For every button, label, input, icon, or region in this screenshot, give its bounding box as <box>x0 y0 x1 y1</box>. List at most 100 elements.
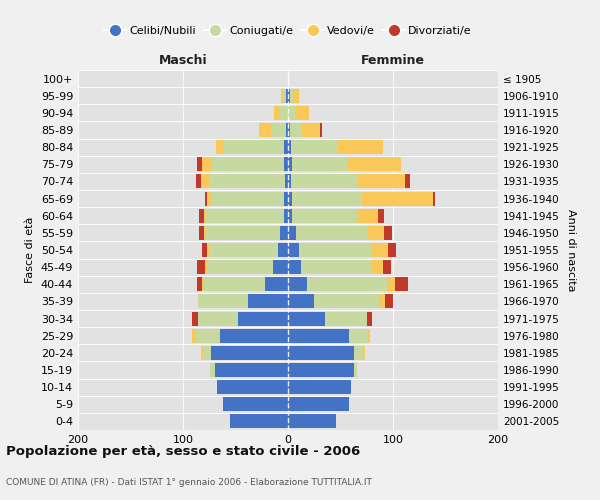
Bar <box>320 123 322 137</box>
Bar <box>296 106 309 120</box>
Bar <box>215 140 224 154</box>
Bar <box>288 106 296 120</box>
Bar <box>307 278 387 291</box>
Bar <box>292 208 358 222</box>
Bar <box>198 294 248 308</box>
Bar <box>284 192 288 205</box>
Bar <box>288 328 349 342</box>
Bar <box>385 294 393 308</box>
Bar <box>372 260 383 274</box>
Y-axis label: Anni di nascita: Anni di nascita <box>566 209 576 291</box>
Bar <box>358 174 404 188</box>
Bar <box>193 328 194 342</box>
Bar <box>204 208 206 222</box>
Bar <box>277 243 288 257</box>
Bar <box>288 226 296 240</box>
Bar <box>220 328 288 342</box>
Bar <box>354 346 362 360</box>
Bar <box>259 123 271 137</box>
Bar <box>238 312 288 326</box>
Bar <box>209 243 277 257</box>
Bar <box>196 174 201 188</box>
Bar <box>206 226 280 240</box>
Bar <box>209 174 285 188</box>
Bar <box>205 260 207 274</box>
Bar <box>281 88 283 102</box>
Bar <box>301 123 320 137</box>
Bar <box>288 363 354 377</box>
Bar <box>288 192 292 205</box>
Bar <box>379 208 383 222</box>
Bar <box>293 88 299 102</box>
Bar <box>193 312 198 326</box>
Bar <box>368 328 370 342</box>
Text: Femmine: Femmine <box>361 54 425 66</box>
Bar <box>290 88 293 102</box>
Bar <box>248 294 288 308</box>
Bar <box>288 174 291 188</box>
Bar <box>197 278 202 291</box>
Text: COMUNE DI ATINA (FR) - Dati ISTAT 1° gennaio 2006 - Elaborazione TUTTITALIA.IT: COMUNE DI ATINA (FR) - Dati ISTAT 1° gen… <box>6 478 372 487</box>
Bar <box>202 158 212 172</box>
Bar <box>288 294 314 308</box>
Bar <box>224 140 284 154</box>
Bar <box>288 312 325 326</box>
Bar <box>349 328 368 342</box>
Bar <box>283 88 286 102</box>
Bar <box>211 363 215 377</box>
Bar <box>338 140 383 154</box>
Bar <box>314 294 379 308</box>
Bar <box>362 346 365 360</box>
Bar <box>288 88 290 102</box>
Bar <box>368 226 383 240</box>
Bar <box>211 346 288 360</box>
Bar <box>354 363 358 377</box>
Bar <box>274 106 280 120</box>
Bar <box>288 140 291 154</box>
Bar <box>230 414 288 428</box>
Bar <box>284 140 288 154</box>
Bar <box>291 174 358 188</box>
Bar <box>204 278 265 291</box>
Bar <box>395 278 408 291</box>
Bar <box>301 260 372 274</box>
Bar <box>199 226 204 240</box>
Bar <box>284 208 288 222</box>
Bar <box>288 208 292 222</box>
Bar <box>296 226 368 240</box>
Bar <box>217 380 288 394</box>
Bar <box>288 380 351 394</box>
Bar <box>358 208 379 222</box>
Bar <box>299 243 372 257</box>
Bar <box>204 226 206 240</box>
Bar <box>288 243 299 257</box>
Text: Popolazione per età, sesso e stato civile - 2006: Popolazione per età, sesso e stato civil… <box>6 445 360 458</box>
Bar <box>212 192 284 205</box>
Bar <box>285 174 288 188</box>
Bar <box>383 260 391 274</box>
Bar <box>288 123 290 137</box>
Bar <box>205 192 207 205</box>
Bar <box>265 278 288 291</box>
Bar <box>274 260 288 274</box>
Bar <box>284 158 288 172</box>
Bar <box>379 294 385 308</box>
Bar <box>202 278 204 291</box>
Bar <box>202 243 207 257</box>
Bar <box>198 312 238 326</box>
Bar <box>291 140 338 154</box>
Bar <box>197 158 202 172</box>
Bar <box>201 346 203 360</box>
Bar <box>387 278 395 291</box>
Bar <box>288 346 354 360</box>
Bar <box>206 208 284 222</box>
Bar <box>201 174 209 188</box>
Bar <box>271 123 286 137</box>
Bar <box>207 260 274 274</box>
Bar <box>433 192 435 205</box>
Bar <box>286 88 288 102</box>
Bar <box>207 243 209 257</box>
Bar <box>194 328 220 342</box>
Bar <box>292 192 361 205</box>
Bar <box>280 106 288 120</box>
